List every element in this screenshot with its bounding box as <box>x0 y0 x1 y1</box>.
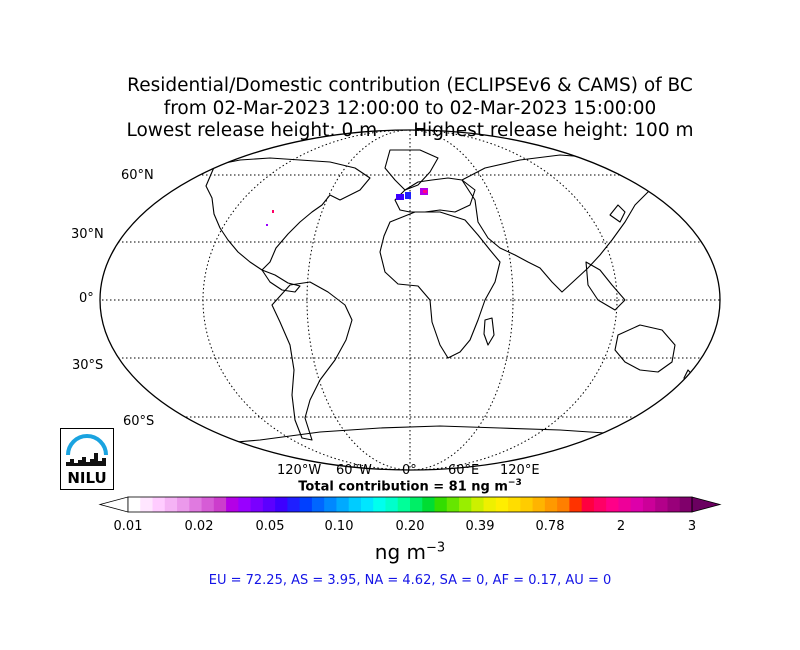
colorbar <box>98 496 722 513</box>
colorbar-over-arrow <box>691 496 722 513</box>
colorbar-swatch <box>213 497 227 512</box>
colorbar-tick-label: 0.39 <box>465 519 495 534</box>
lowest-release-height: Lowest release height: 0 m <box>126 120 378 141</box>
colorbar-swatch <box>336 497 350 512</box>
colorbar-swatch <box>593 497 607 512</box>
lat-label-0: 0° <box>79 291 94 306</box>
colorbar-swatch <box>532 497 546 512</box>
continents-outline <box>199 149 720 449</box>
colorbar-unit-text: ng m <box>374 540 427 564</box>
colorbar-swatch <box>201 497 215 512</box>
total-contribution-text: Total contribution = 81 ng m <box>298 479 508 495</box>
regional-totals: EU = 72.25, AS = 3.95, NA = 4.62, SA = 0… <box>208 573 612 588</box>
colorbar-swatch <box>410 497 423 512</box>
colorbar-tick-label: 0.20 <box>395 519 425 534</box>
colorbar-swatch <box>618 497 632 512</box>
colorbar-tick-label: 0.02 <box>184 519 214 534</box>
hotspot-north-america-2 <box>266 224 268 226</box>
colorbar-swatch <box>250 497 264 512</box>
colorbar-tick-label: 0.05 <box>255 519 285 534</box>
meridian-line <box>202 130 618 470</box>
colorbar-swatch <box>152 497 166 512</box>
colorbar-swatch <box>483 497 497 512</box>
colorbar-tick-label: 0.01 <box>113 519 143 534</box>
graticule <box>100 130 720 470</box>
hotspot-europe-west <box>396 194 404 200</box>
colorbar-swatch <box>360 497 374 512</box>
colorbar-swatch <box>679 497 693 512</box>
lat-label-60n: 60°N <box>121 168 154 183</box>
colorbar-swatch <box>642 497 656 512</box>
lat-label-30s: 30°S <box>72 358 104 373</box>
colorbar-swatch <box>422 497 436 512</box>
colorbar-under-arrow <box>98 496 129 513</box>
colorbar-swatch <box>177 497 190 512</box>
concentration-hotspots <box>266 188 428 226</box>
meridian-line <box>306 130 514 470</box>
lat-label-60s: 60°S <box>123 414 155 429</box>
colorbar-swatch <box>373 497 386 512</box>
title-line-3: Lowest release height: 0 m Highest releas… <box>0 119 800 142</box>
colorbar-swatch <box>508 497 521 512</box>
nilu-logo-text: NILU <box>67 469 107 487</box>
colorbar-swatch <box>189 497 203 512</box>
colorbar-swatch <box>287 497 301 512</box>
hotspot-europe-north <box>405 192 411 199</box>
colorbar-swatch <box>655 497 668 512</box>
total-contribution: Total contribution = 81 ng m−3 <box>0 478 800 494</box>
nilu-logo-icon <box>66 434 108 466</box>
colorbar-swatch <box>544 497 558 512</box>
colorbar-tick-label: 0.10 <box>324 519 354 534</box>
colorbar-swatch <box>324 497 337 512</box>
colorbar-swatch <box>459 497 472 512</box>
colorbar-swatch <box>262 497 276 512</box>
colorbar-swatch <box>520 497 534 512</box>
hotspot-north-america <box>272 210 274 213</box>
colorbar-swatch <box>275 497 288 512</box>
colorbar-swatch <box>311 497 325 512</box>
colorbar-unit-exponent: −3 <box>426 540 446 556</box>
colorbar-swatch <box>569 497 583 512</box>
colorbar-swatch <box>226 497 239 512</box>
colorbar-swatch <box>299 497 313 512</box>
colorbar-swatch <box>446 497 460 512</box>
title-line-2: from 02-Mar-2023 12:00:00 to 02-Mar-2023… <box>163 98 657 119</box>
colorbar-tick-label: 3 <box>687 519 697 534</box>
lat-label-30n: 30°N <box>71 227 104 242</box>
lon-label-60e: 60°E <box>448 463 480 478</box>
colorbar-unit: ng m−3 <box>0 540 800 564</box>
colorbar-swatch <box>434 497 448 512</box>
lon-label-120e: 120°E <box>500 463 540 478</box>
colorbar-swatch <box>606 497 619 512</box>
highest-release-height: Highest release height: 100 m <box>413 120 694 141</box>
colorbar-swatch <box>581 497 595 512</box>
colorbar-swatch <box>630 497 644 512</box>
colorbar-swatch <box>557 497 570 512</box>
colorbar-swatch <box>238 497 252 512</box>
colorbar-swatch <box>667 497 681 512</box>
colorbar-swatch <box>128 497 141 512</box>
total-contribution-exponent: −3 <box>507 478 522 488</box>
lon-label-60w: 60°W <box>336 463 372 478</box>
colorbar-tick-label: 2 <box>616 519 626 534</box>
colorbar-swatch <box>495 497 509 512</box>
title-line-1: Residential/Domestic contribution (ECLIP… <box>127 75 693 96</box>
nilu-logo: NILU <box>60 428 114 490</box>
lon-label-120w: 120°W <box>277 463 322 478</box>
colorbar-frame <box>127 496 693 513</box>
colorbar-swatch <box>348 497 362 512</box>
map-boundary <box>99 129 721 471</box>
hotspot-europe-peak <box>423 190 427 193</box>
colorbar-swatch <box>140 497 154 512</box>
colorbar-swatch <box>471 497 485 512</box>
lon-label-0: 0° <box>402 463 417 478</box>
colorbar-tick-label: 0.78 <box>535 519 565 534</box>
colorbar-swatch <box>164 497 178 512</box>
colorbar-swatch <box>397 497 411 512</box>
colorbar-swatch <box>385 497 399 512</box>
